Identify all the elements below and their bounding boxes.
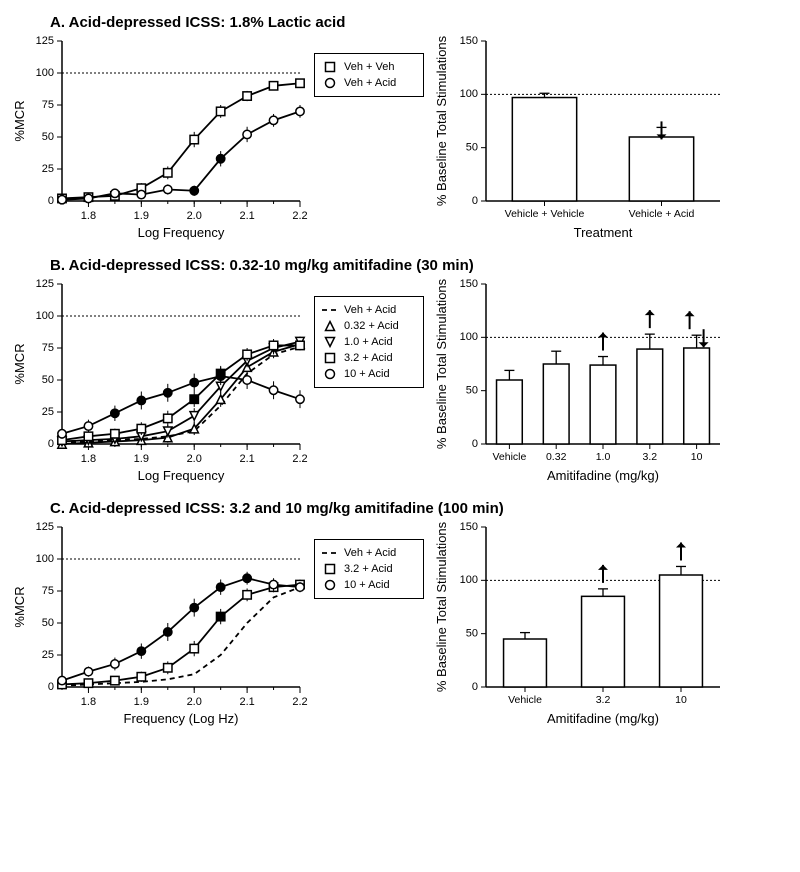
panel-B: B. Acid-depressed ICSS: 0.32-10 mg/kg am… <box>10 253 790 486</box>
svg-text:2.1: 2.1 <box>239 210 254 222</box>
svg-text:50: 50 <box>42 374 54 386</box>
svg-text:0: 0 <box>472 195 478 207</box>
svg-text:50: 50 <box>466 385 478 397</box>
svg-text:100: 100 <box>460 88 478 100</box>
svg-text:100: 100 <box>36 553 54 565</box>
svg-text:1.0: 1.0 <box>596 451 611 463</box>
svg-text:Amitifadine (mg/kg): Amitifadine (mg/kg) <box>547 468 659 483</box>
svg-text:50: 50 <box>466 628 478 640</box>
svg-text:Log Frequency: Log Frequency <box>138 225 225 240</box>
svg-text:125: 125 <box>36 278 54 290</box>
svg-text:%MCR: %MCR <box>12 343 27 384</box>
svg-text:0: 0 <box>48 195 54 207</box>
svg-text:1.8: 1.8 <box>81 210 96 222</box>
svg-text:1.9: 1.9 <box>134 210 149 222</box>
svg-text:3.2: 3.2 <box>596 694 611 706</box>
svg-text:3.2 + Acid: 3.2 + Acid <box>344 352 393 364</box>
svg-text:75: 75 <box>42 99 54 111</box>
svg-text:50: 50 <box>42 617 54 629</box>
svg-text:10 + Acid: 10 + Acid <box>344 368 390 380</box>
svg-text:Vehicle + Acid: Vehicle + Acid <box>629 208 695 220</box>
svg-text:Veh + Acid: Veh + Acid <box>344 77 396 89</box>
svg-text:10: 10 <box>675 694 687 706</box>
svg-text:0: 0 <box>48 438 54 450</box>
svg-text:Veh + Acid: Veh + Acid <box>344 547 396 559</box>
svg-text:Log Frequency: Log Frequency <box>138 468 225 483</box>
line-chart: 0 25 50 75 100 125 1.8 1.9 2.0 2.1 2.2 Log Frequenc… <box>10 276 310 486</box>
panel-title: B. Acid-depressed ICSS: 0.32-10 mg/kg am… <box>50 257 790 274</box>
svg-text:100: 100 <box>36 310 54 322</box>
svg-text:25: 25 <box>42 406 54 418</box>
svg-text:% Baseline Total Stimulations: % Baseline Total Stimulations <box>434 521 449 692</box>
svg-text:100: 100 <box>460 331 478 343</box>
panel-title: C. Acid-depressed ICSS: 3.2 and 10 mg/kg… <box>50 500 790 517</box>
svg-text:Amitifadine (mg/kg): Amitifadine (mg/kg) <box>547 711 659 726</box>
svg-text:1.0 + Acid: 1.0 + Acid <box>344 336 393 348</box>
svg-text:Vehicle: Vehicle <box>508 694 542 706</box>
svg-text:1.8: 1.8 <box>81 696 96 708</box>
svg-text:0.32 + Acid: 0.32 + Acid <box>344 320 399 332</box>
svg-text:125: 125 <box>36 35 54 47</box>
svg-text:150: 150 <box>460 278 478 290</box>
svg-text:2.0: 2.0 <box>187 696 202 708</box>
panel-A: A. Acid-depressed ICSS: 1.8% Lactic acid… <box>10 10 790 243</box>
svg-text:10 + Acid: 10 + Acid <box>344 579 390 591</box>
svg-text:100: 100 <box>36 67 54 79</box>
bar-chart: 0 50 100 150 Vehicle + Vehicle Vehicle + Acid… <box>430 33 730 243</box>
svg-text:0: 0 <box>48 681 54 693</box>
charts-row: 0 25 50 75 100 125 1.8 1.9 2.0 2.1 2.2 Log Frequenc… <box>10 33 790 243</box>
svg-text:2.2: 2.2 <box>292 210 307 222</box>
svg-text:2.0: 2.0 <box>187 453 202 465</box>
svg-text:Vehicle + Vehicle: Vehicle + Vehicle <box>505 208 585 220</box>
line-chart: 0 25 50 75 100 125 1.8 1.9 2.0 2.1 2.2 Log Frequenc… <box>10 33 310 243</box>
svg-text:50: 50 <box>42 131 54 143</box>
svg-text:2.2: 2.2 <box>292 453 307 465</box>
svg-text:1.9: 1.9 <box>134 696 149 708</box>
svg-text:25: 25 <box>42 649 54 661</box>
svg-text:1.8: 1.8 <box>81 453 96 465</box>
line-chart: 0 25 50 75 100 125 1.8 1.9 2.0 2.1 2.2 Frequency (L… <box>10 519 310 729</box>
panel-C: C. Acid-depressed ICSS: 3.2 and 10 mg/kg… <box>10 496 790 729</box>
svg-text:2.1: 2.1 <box>239 453 254 465</box>
bar-chart: 0 50 100 150 Vehicle 0.32 1.0 3.2 10 Amitifadine … <box>430 276 730 486</box>
legend: Veh + Veh Veh + Acid <box>314 53 424 97</box>
svg-text:2.1: 2.1 <box>239 696 254 708</box>
svg-text:3.2: 3.2 <box>642 451 657 463</box>
svg-text:3.2 + Acid: 3.2 + Acid <box>344 563 393 575</box>
svg-text:150: 150 <box>460 521 478 533</box>
svg-text:%MCR: %MCR <box>12 586 27 627</box>
svg-text:Veh + Acid: Veh + Acid <box>344 304 396 316</box>
svg-text:Vehicle: Vehicle <box>492 451 526 463</box>
svg-text:% Baseline Total Stimulations: % Baseline Total Stimulations <box>434 35 449 206</box>
legend: Veh + Acid 0.32 + Acid 1.0 + Acid 3.2 + Aci… <box>314 296 424 388</box>
charts-row: 02550751001251.81.92.02.12.2Frequency (L… <box>10 519 790 729</box>
svg-text:2.2: 2.2 <box>292 696 307 708</box>
svg-text:0.32: 0.32 <box>546 451 567 463</box>
panel-title: A. Acid-depressed ICSS: 1.8% Lactic acid <box>50 14 790 31</box>
svg-text:50: 50 <box>466 142 478 154</box>
svg-text:100: 100 <box>460 574 478 586</box>
svg-text:75: 75 <box>42 585 54 597</box>
svg-text:2.0: 2.0 <box>187 210 202 222</box>
svg-text:%MCR: %MCR <box>12 100 27 141</box>
bar-chart: 0 50 100 150 Vehicle 3.2 10 Amitifadine (mg/kg)… <box>430 519 730 729</box>
svg-text:% Baseline Total Stimulations: % Baseline Total Stimulations <box>434 278 449 449</box>
svg-text:10: 10 <box>691 451 703 463</box>
charts-row: 02550751001251.81.92.02.12.2Log Frequenc… <box>10 276 790 486</box>
svg-text:0: 0 <box>472 438 478 450</box>
svg-text:0: 0 <box>472 681 478 693</box>
svg-text:150: 150 <box>460 35 478 47</box>
svg-text:Veh + Veh: Veh + Veh <box>344 61 394 73</box>
svg-text:75: 75 <box>42 342 54 354</box>
svg-text:25: 25 <box>42 163 54 175</box>
svg-text:Frequency (Log Hz): Frequency (Log Hz) <box>124 711 239 726</box>
svg-text:125: 125 <box>36 521 54 533</box>
svg-text:1.9: 1.9 <box>134 453 149 465</box>
svg-text:Treatment: Treatment <box>574 225 633 240</box>
legend: Veh + Acid 3.2 + Acid 10 + Acid <box>314 539 424 599</box>
